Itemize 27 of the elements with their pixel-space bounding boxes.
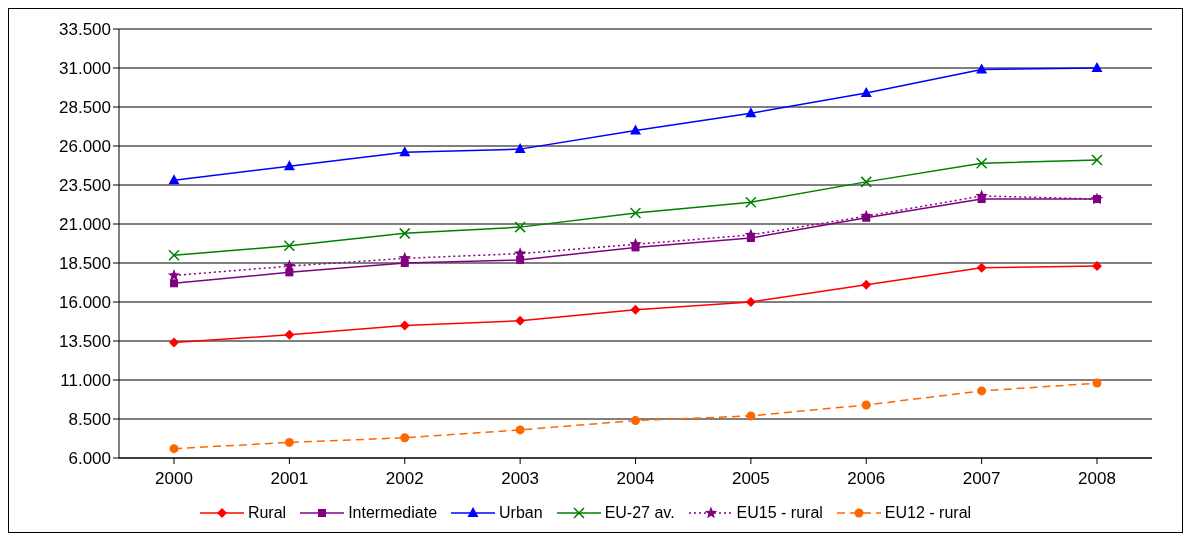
y-tick-label: 6.000	[68, 449, 111, 469]
y-tick-label: 16.000	[59, 293, 111, 313]
y-tick-label: 23.500	[59, 176, 111, 196]
y-tick-label: 13.500	[59, 332, 111, 352]
legend-label: Rural	[247, 504, 287, 522]
y-tick-label: 18.500	[59, 254, 111, 274]
x-tick-label: 2000	[155, 469, 193, 489]
legend-label: Urban	[499, 504, 543, 522]
legend-label: EU12 - rural	[884, 504, 972, 522]
y-tick-label: 26.000	[59, 137, 111, 157]
y-tick-label: 8.500	[68, 410, 111, 430]
x-tick-label: 2005	[731, 469, 770, 489]
legend-label: Intermediate	[348, 504, 438, 522]
x-tick-label: 2002	[385, 469, 424, 489]
x-tick-label: 2008	[1078, 469, 1116, 489]
y-tick-label: 28.500	[59, 98, 111, 118]
x-tick-label: 2003	[501, 469, 540, 489]
x-tick-label: 2004	[616, 469, 655, 489]
x-tick-label: 2006	[847, 469, 886, 489]
y-tick-label: 31.000	[59, 59, 111, 79]
legend-label: EU15 - rural	[736, 504, 823, 522]
x-tick-label: 2001	[270, 469, 309, 489]
y-tick-label: 11.000	[60, 371, 111, 391]
y-tick-label: 33.500	[59, 20, 111, 40]
x-tick-label: 2007	[962, 469, 1001, 489]
y-tick-label: 21.000	[59, 215, 111, 235]
legend-label: EU-27 av.	[604, 504, 675, 522]
